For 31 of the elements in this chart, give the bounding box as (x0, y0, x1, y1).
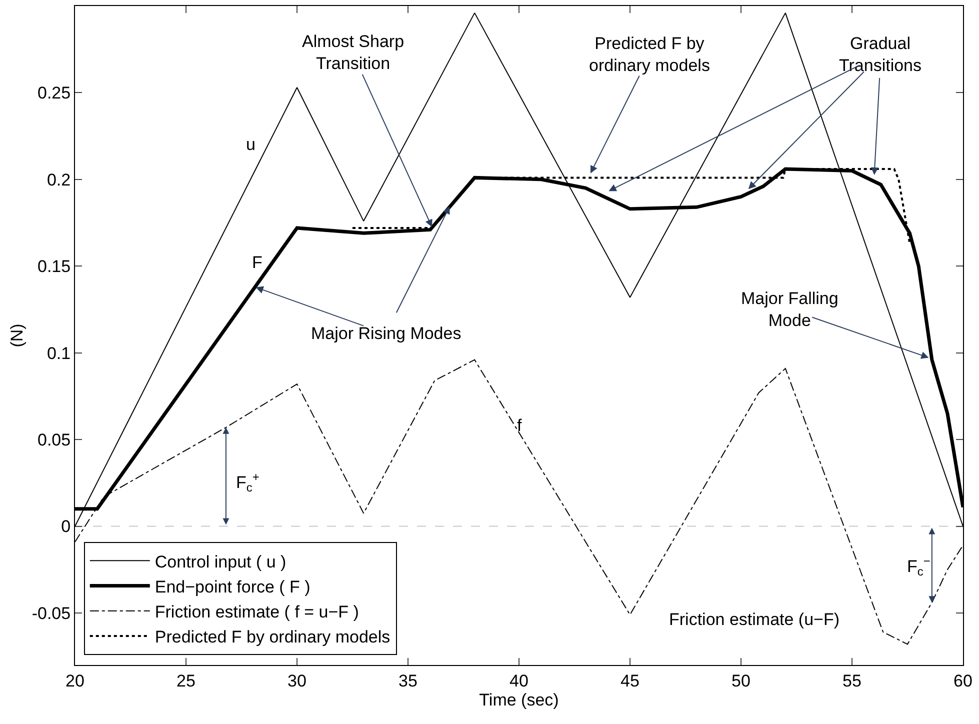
legend-label: Predicted F by ordinary models (154, 628, 390, 647)
x-axis-title: Time (sec) (479, 690, 559, 710)
x-tick-label: 40 (510, 671, 528, 690)
x-tick-label: 20 (66, 671, 84, 690)
annotation: Major Falling Mode (741, 289, 838, 330)
y-tick-label: -0.05 (32, 604, 71, 623)
annotation: F (252, 253, 262, 272)
annotation: Gradual Transitions (839, 34, 922, 76)
y-tick-label: 0.2 (46, 170, 71, 190)
x-tick-label: 60 (954, 671, 972, 690)
annotation: Predicted F by ordinary models (589, 34, 710, 76)
y-tick-label: 0.25 (38, 84, 71, 103)
x-tick-label: 55 (842, 671, 862, 690)
annotation: f (517, 416, 522, 435)
y-tick-label: 0 (61, 517, 71, 536)
annotation: u (246, 135, 256, 154)
x-tick-label: 45 (620, 671, 640, 690)
y-tick-label: 0.1 (46, 344, 71, 363)
x-tick-label: 30 (288, 671, 306, 690)
legend-label: End−point force ( F ) (154, 577, 310, 596)
y-tick-label: 0.15 (38, 257, 71, 276)
annotation: Almost Sharp Transition (302, 32, 404, 74)
annotation: Friction estimate (u−F) (669, 610, 840, 629)
x-tick-label: 25 (176, 671, 196, 690)
x-tick-label: 50 (732, 671, 750, 690)
x-tick-label: 35 (398, 671, 418, 690)
legend-label: Control input ( u ) (154, 552, 286, 572)
annotation: Major Rising Modes (311, 324, 462, 343)
legend-label: Friction estimate ( f = u−F ) (154, 602, 359, 622)
y-tick-label: 0.05 (38, 430, 71, 450)
y-axis-title: (N) (7, 324, 26, 348)
